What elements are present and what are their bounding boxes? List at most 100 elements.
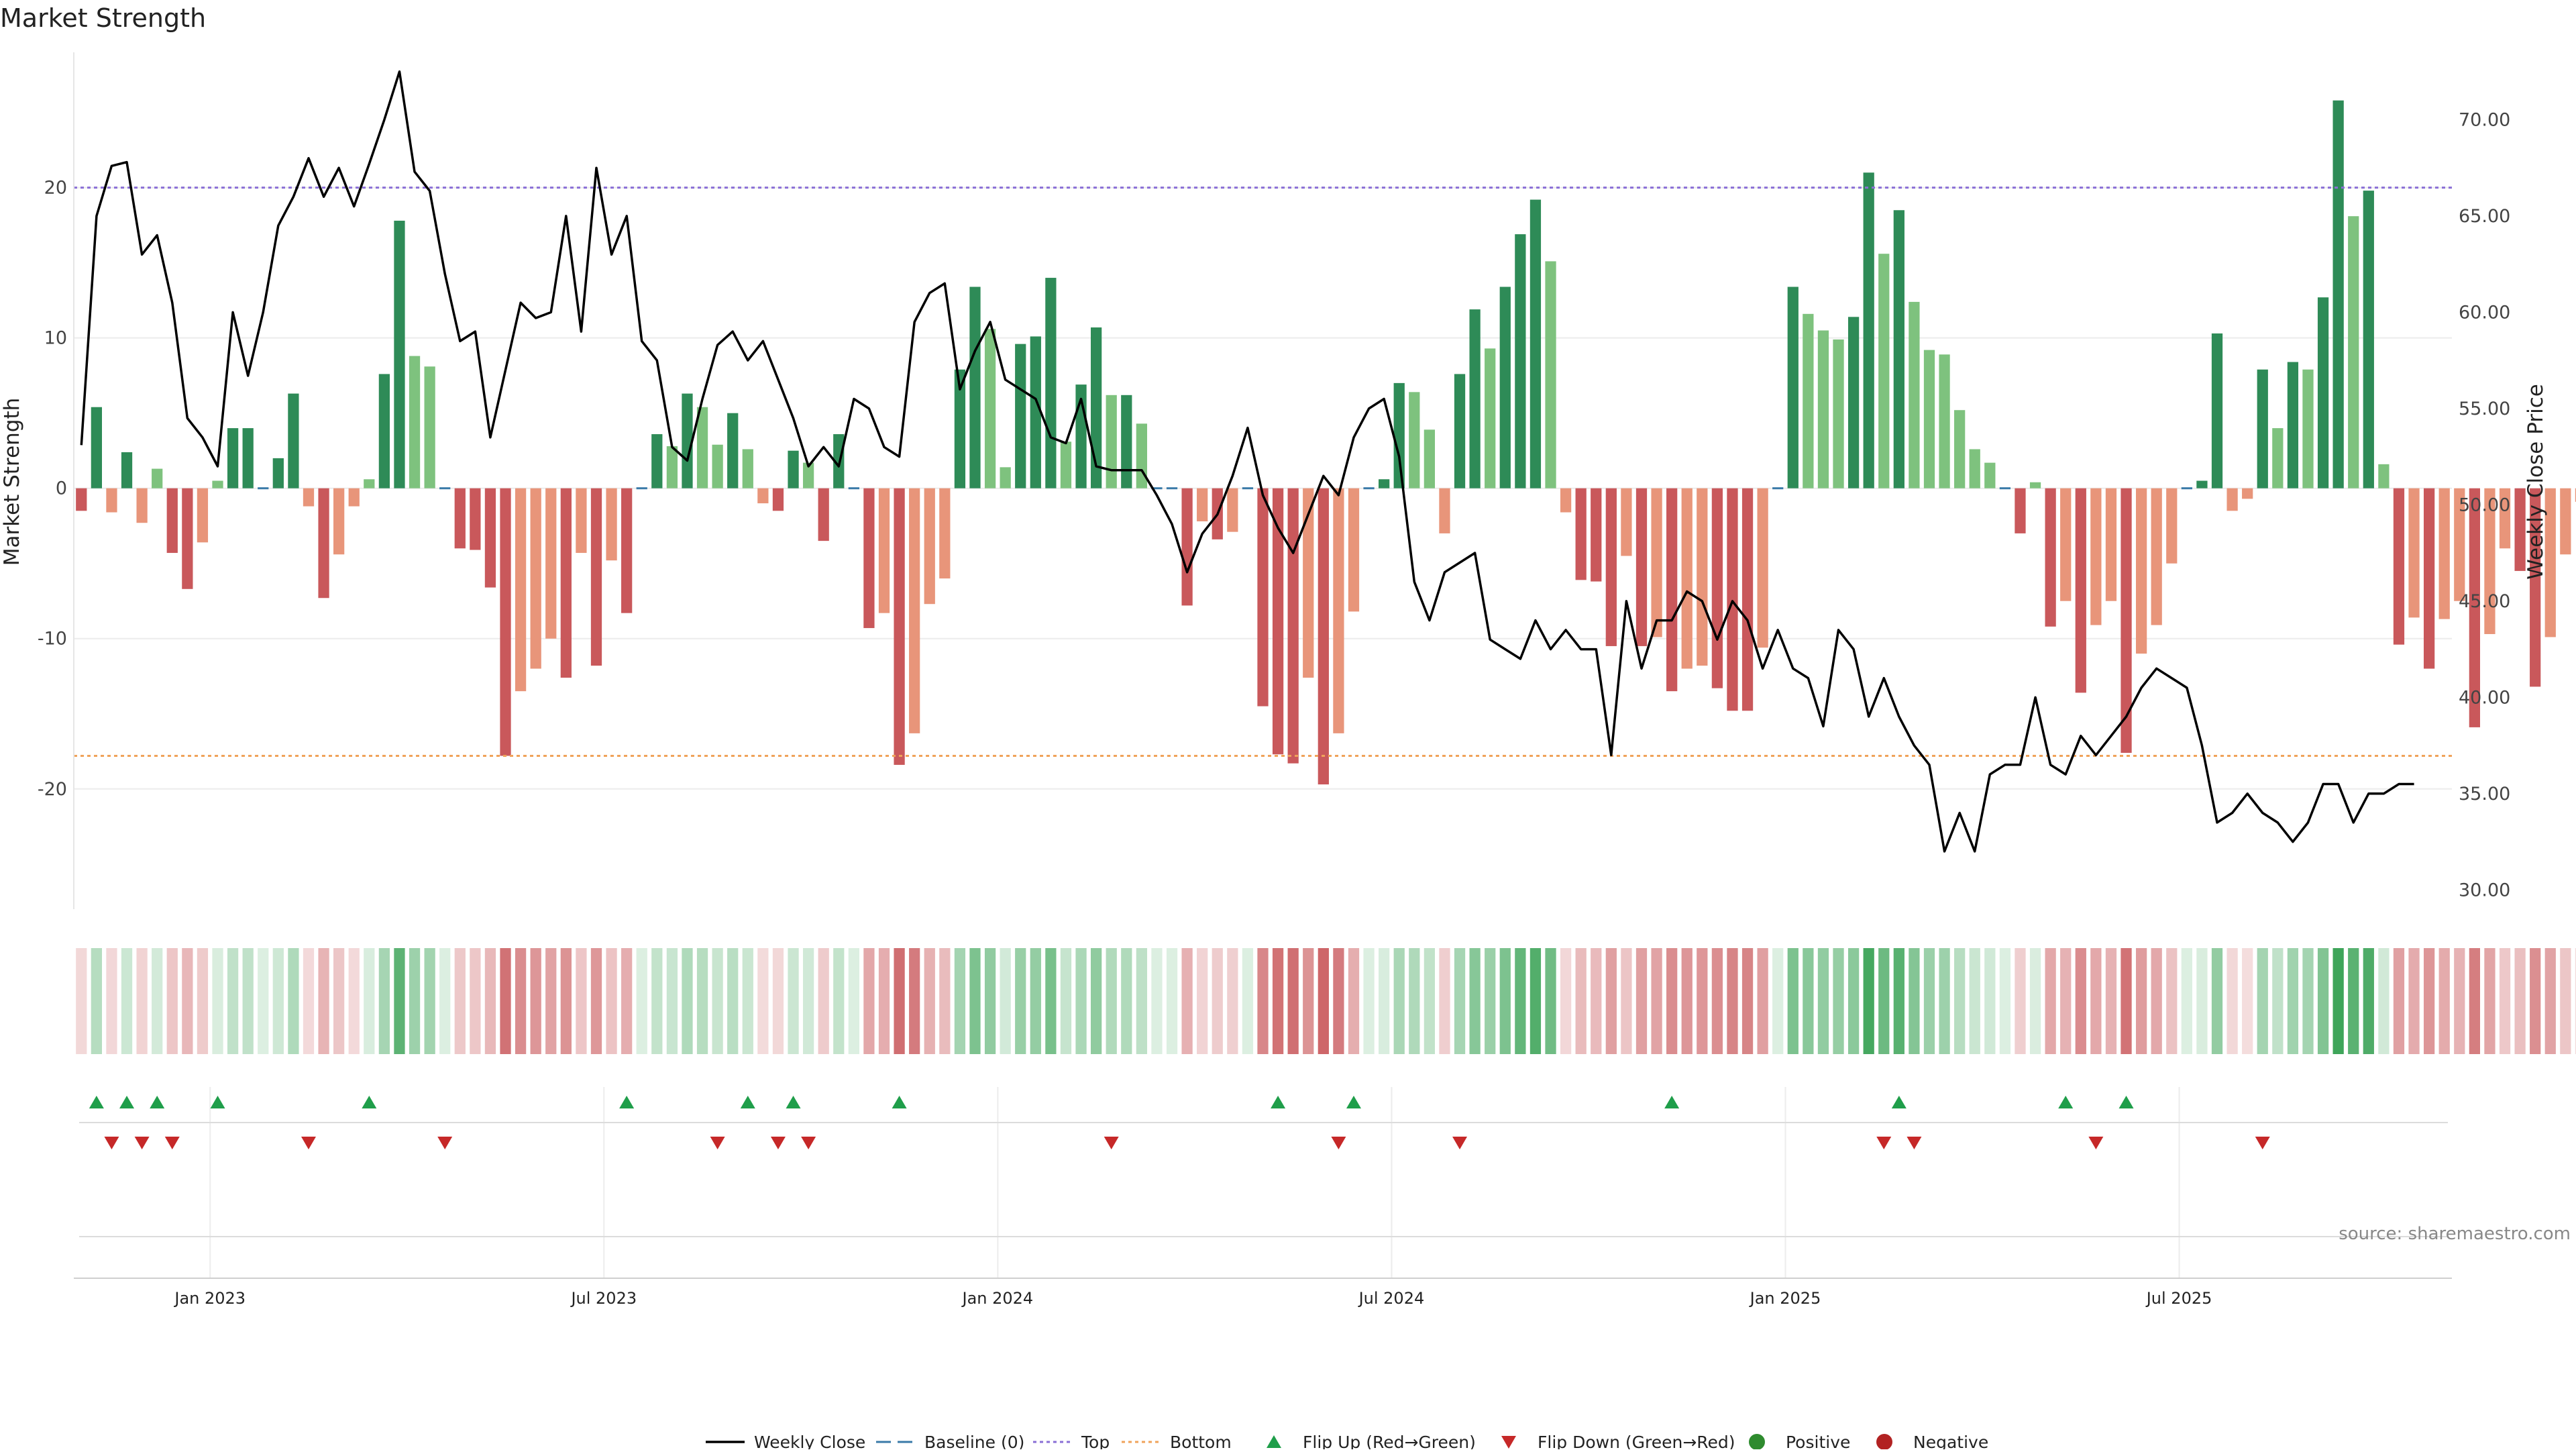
heat-cell [788,948,799,1054]
strength-bar-positive [696,407,708,488]
strength-bar-positive [1939,354,1950,488]
heat-cell [682,948,693,1054]
heat-cell [2348,948,2359,1054]
strength-bar-negative [1272,488,1284,755]
strength-bar-negative [1318,488,1329,785]
strength-bar-negative [1666,488,1678,692]
strength-bar-negative [863,488,875,629]
heat-cell [76,948,87,1054]
heat-cell [1757,948,1768,1054]
date-tick-label: Jan 2023 [173,1289,246,1308]
heat-cell [1227,948,1238,1054]
heat-cell [1136,948,1147,1054]
heat-cell [954,948,966,1054]
left-tick-label: 0 [56,478,67,499]
heat-cell [364,948,375,1054]
heat-cell [1424,948,1436,1054]
strength-bar-zero [1363,487,1375,490]
right-tick-label: 40.00 [2459,687,2510,708]
strength-bar-negative [1681,488,1693,669]
heat-cell [1485,948,1496,1054]
heat-cell [606,948,617,1054]
heat-cell [439,948,451,1054]
heat-cell [1999,948,2011,1054]
heat-cell [1787,948,1799,1054]
strength-bar-negative [2151,488,2162,625]
heat-cell [833,948,845,1054]
heat-cell [424,948,435,1054]
strength-bar-negative [484,488,496,588]
strength-bar-zero [636,487,647,490]
heat-cell [2166,948,2178,1054]
strength-bar-negative [2393,488,2405,645]
heat-cell [1954,948,1966,1054]
heat-cell [2287,948,2299,1054]
strength-bar-negative [1348,488,1360,612]
strength-bar-negative [1605,488,1617,646]
flip-down-marker [134,1137,150,1149]
legend-swatch-positive [1749,1434,1765,1450]
strength-bar-negative [333,488,345,555]
legend-label: Bottom [1170,1433,1232,1449]
strength-bar-negative [2560,488,2571,555]
strength-bar-positive [394,220,405,488]
right-axis-title: Weekly Close Price [2524,384,2548,580]
heat-cell [166,948,178,1054]
strength-bar-negative [1727,488,1738,711]
heat-cell [2484,948,2496,1054]
flip-up-marker [892,1096,907,1108]
strength-bar-positive [2378,464,2390,488]
heat-cell [197,948,209,1054]
strength-bar-negative [318,488,329,599]
strength-bar-positive [2196,480,2208,488]
strength-bar-negative [924,488,935,605]
strength-bar-positive [242,428,254,488]
strength-bar-positive [742,449,753,488]
strength-bar-positive [1529,199,1542,488]
heat-cell [530,948,541,1054]
heat-cell [1772,948,1784,1054]
strength-bar-negative [878,488,890,613]
legend-swatch-flip-up [1267,1435,1281,1448]
strength-bar-positive [1984,462,1996,488]
heat-cell [484,948,496,1054]
heat-cell [1909,948,1920,1054]
strength-bar-negative [1287,488,1299,764]
flip-down-marker [164,1137,180,1149]
heat-cell [2514,948,2526,1054]
strength-bars [76,100,2576,785]
heat-cell [1529,948,1542,1054]
heat-cell [1575,948,1587,1054]
strength-bar-positive [1545,261,1556,488]
strength-bar-positive [2029,482,2041,488]
heat-cell [636,948,647,1054]
right-tick-label: 60.00 [2459,302,2510,323]
heat-cell [1015,948,1026,1054]
left-tick-label: 10 [44,328,67,349]
left-tick-label: -10 [38,629,67,650]
strength-bar-zero [2181,487,2192,490]
strength-bar-positive [1454,374,1466,488]
heat-cell [924,948,935,1054]
heat-cell [515,948,527,1054]
heat-cell [1439,948,1450,1054]
heat-cell [1348,948,1360,1054]
heat-cell [2105,948,2117,1054]
strength-bar-positive [1090,327,1102,488]
heat-cell [1090,948,1102,1054]
heat-cell [1666,948,1678,1054]
heat-cell [2499,948,2511,1054]
heat-cell [1741,948,1754,1054]
strength-bar-positive [121,452,133,488]
strength-bar-negative [2454,488,2465,601]
heat-cell [333,948,345,1054]
chart-title: Market Strength [0,3,206,33]
heat-cell [1591,948,1602,1054]
heat-cell [2015,948,2026,1054]
strength-bar-positive [272,458,284,488]
strength-bar-negative [348,488,360,507]
heat-cell [909,948,920,1054]
heat-cell [1697,948,1708,1054]
